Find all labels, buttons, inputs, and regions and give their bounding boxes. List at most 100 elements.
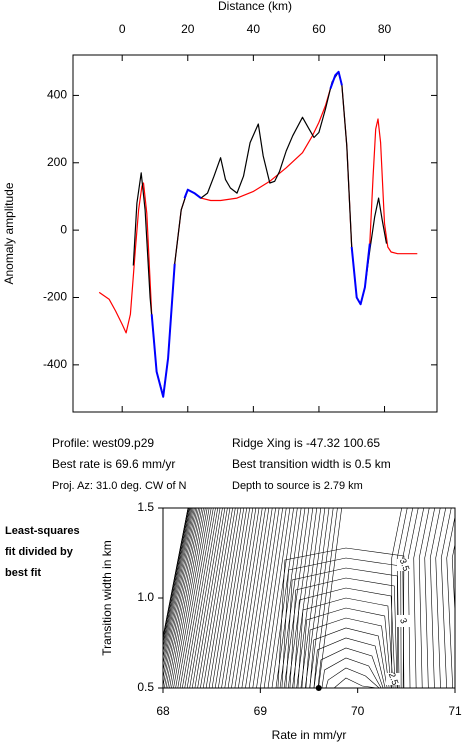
x-axis-title: Rate in mm/yr xyxy=(272,728,347,742)
contour-line xyxy=(171,508,204,688)
contour-line xyxy=(458,508,467,688)
x-axis-title: Distance (km) xyxy=(218,0,292,13)
y-tick-label: 0 xyxy=(60,222,67,236)
contour-line xyxy=(205,508,236,688)
contour-line xyxy=(309,627,388,688)
info-text: Proj. Az: 31.0 deg. CW of N xyxy=(52,480,187,492)
x-tick-label: 0 xyxy=(119,22,126,36)
y-tick-label: 1.5 xyxy=(137,500,154,514)
info-text: Profile: west09.p29 xyxy=(52,436,154,450)
contour-line xyxy=(218,508,248,688)
contour-line xyxy=(446,515,455,688)
contour-line xyxy=(424,508,436,688)
y-tick-label: 400 xyxy=(47,88,67,102)
contour-line xyxy=(194,508,226,688)
x-tick-label: 20 xyxy=(181,22,195,36)
contour-label: 2.5 xyxy=(387,671,401,686)
contour-line xyxy=(329,677,378,688)
contour-line xyxy=(191,508,223,688)
contour-line xyxy=(259,508,287,688)
contour-line xyxy=(248,508,276,688)
contour-line xyxy=(317,647,384,688)
contour-line xyxy=(227,508,257,688)
contour-line xyxy=(263,508,291,688)
contour-line xyxy=(163,508,189,642)
contour-line xyxy=(418,508,430,688)
contour-line xyxy=(267,508,294,688)
contour-line xyxy=(163,508,193,666)
contour-line xyxy=(173,508,206,688)
contour-line xyxy=(238,508,266,688)
contour-line xyxy=(413,508,425,688)
x-tick-label: 60 xyxy=(312,22,326,36)
x-tick-label: 69 xyxy=(254,704,268,718)
contour-line xyxy=(283,508,310,688)
contour-line xyxy=(163,508,189,640)
note-text: fit divided by xyxy=(5,546,74,558)
contour-line xyxy=(163,508,190,649)
contour-line xyxy=(402,508,414,688)
contour-line xyxy=(231,508,260,688)
contour-line xyxy=(241,508,270,688)
contour-line xyxy=(214,508,245,688)
info-text: Depth to source is 2.79 km xyxy=(232,480,363,492)
contour-line xyxy=(292,508,318,688)
contour-line xyxy=(177,508,210,688)
y-tick-label: -400 xyxy=(43,357,67,371)
contour-line xyxy=(321,657,382,688)
contour-line xyxy=(407,508,419,688)
contour-line xyxy=(325,667,380,688)
contour-line xyxy=(289,577,398,688)
y-tick-label: 0.5 xyxy=(137,680,154,694)
contour-line xyxy=(440,508,452,688)
contour-line xyxy=(305,617,390,688)
note-text: best fit xyxy=(5,567,41,579)
contour-line xyxy=(163,508,198,688)
contour-line xyxy=(186,508,219,688)
contour-line xyxy=(287,508,314,688)
contour-line xyxy=(208,508,239,688)
y-axis-title: Transition width in km xyxy=(100,540,114,656)
contour-line xyxy=(163,508,195,680)
contour-line xyxy=(169,508,203,688)
contour-line xyxy=(234,508,263,688)
contour-line xyxy=(163,508,196,688)
contour-line xyxy=(256,508,283,688)
x-tick-label: 70 xyxy=(351,704,365,718)
contour-line xyxy=(165,508,199,688)
data-line xyxy=(150,70,371,398)
plot-frame xyxy=(72,54,438,413)
contour-line xyxy=(318,508,342,688)
contour-label-bg xyxy=(396,615,410,627)
contour-field xyxy=(163,508,467,688)
note-text: Least-squares xyxy=(5,525,80,537)
y-axis-title: Anomaly amplitude xyxy=(2,182,16,284)
contour-line xyxy=(304,508,330,688)
contour-label-bg xyxy=(397,559,411,571)
contour-line xyxy=(163,508,190,645)
contour-line xyxy=(301,607,392,688)
info-text: Best transition width is 0.5 km xyxy=(232,457,391,471)
contour-line xyxy=(252,508,280,688)
contour-line xyxy=(279,508,306,688)
contour-line xyxy=(163,508,192,660)
contour-line xyxy=(391,508,403,688)
info-text: Best rate is 69.6 mm/yr xyxy=(52,457,175,471)
contour-label-bg xyxy=(386,673,400,685)
contour-line xyxy=(277,547,405,688)
contour-line xyxy=(451,542,455,619)
contour-line xyxy=(275,508,302,688)
contour-line xyxy=(309,508,334,688)
y-tick-label: -200 xyxy=(43,290,67,304)
contour-line xyxy=(175,508,208,688)
info-text: Ridge Xing is -47.32 100.65 xyxy=(232,436,380,450)
contour-line xyxy=(189,508,221,688)
contour-line xyxy=(297,597,394,688)
contour-line xyxy=(184,508,216,688)
best-fit-point xyxy=(315,685,322,691)
x-tick-label: 71 xyxy=(448,704,462,718)
contour-line xyxy=(293,587,396,688)
contour-line xyxy=(163,508,194,673)
y-tick-label: 200 xyxy=(47,155,67,169)
contour-line xyxy=(313,508,338,688)
